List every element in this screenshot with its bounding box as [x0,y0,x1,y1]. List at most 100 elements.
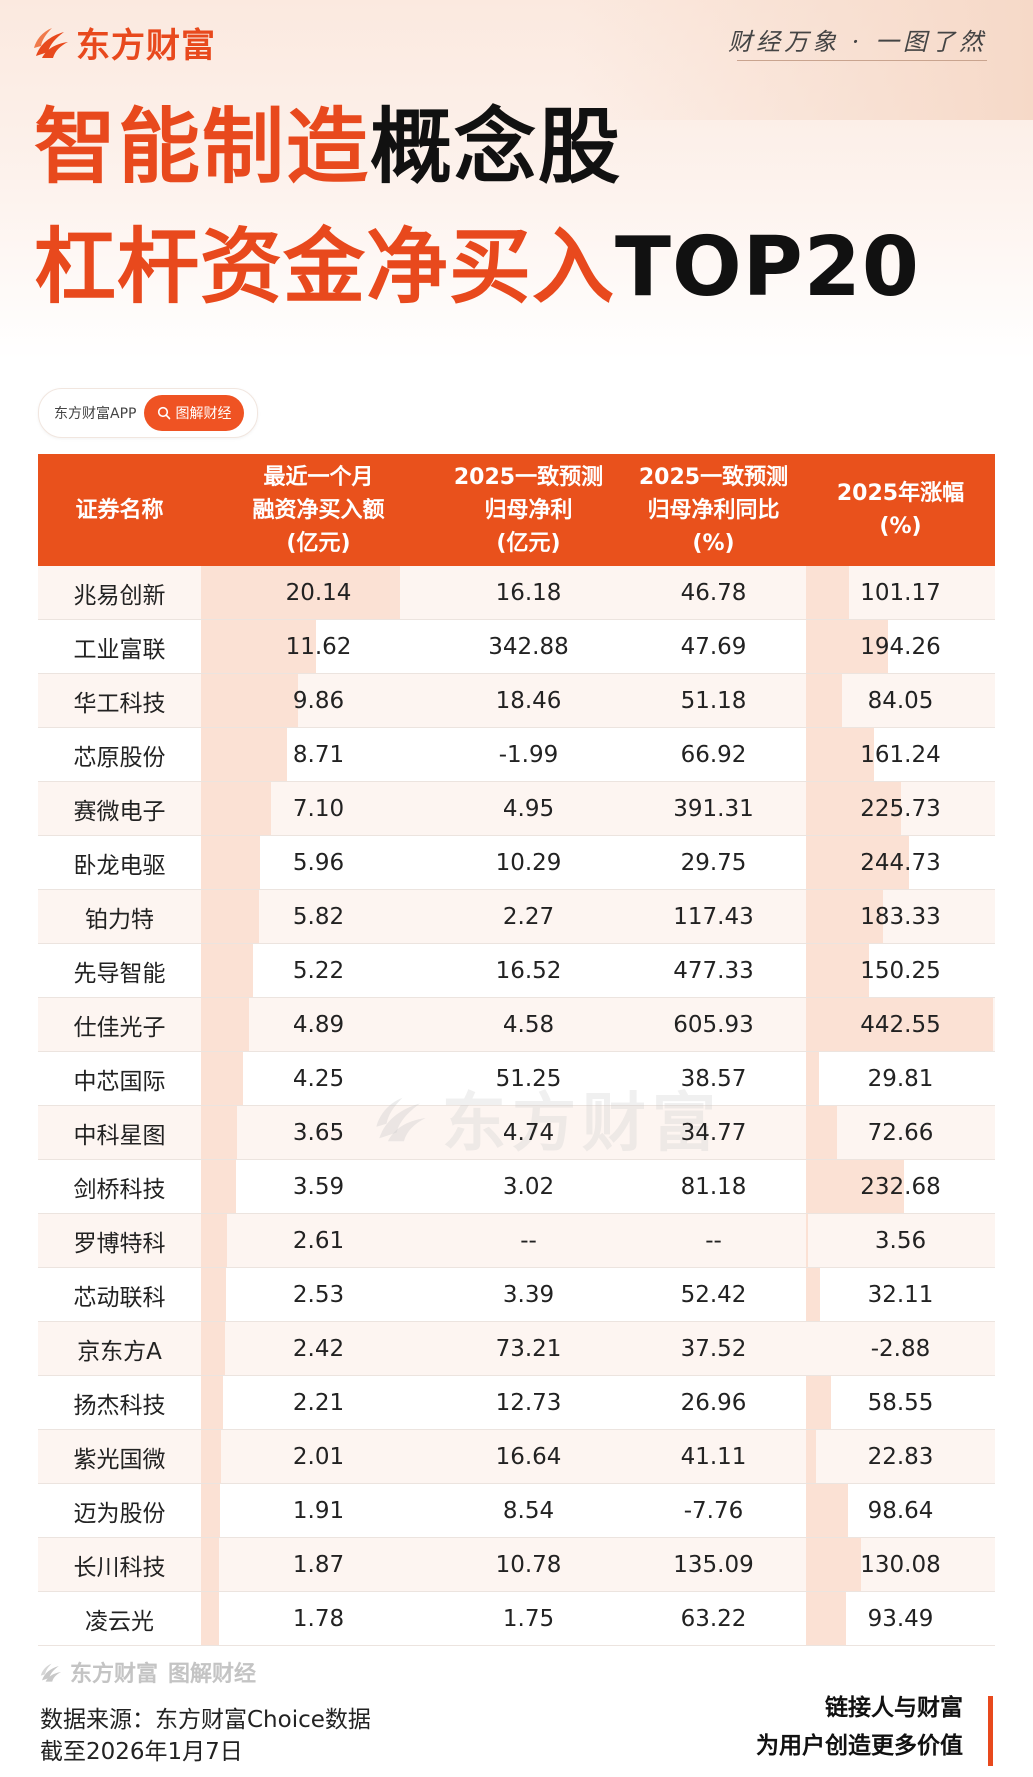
cell-gain-value: 98.64 [867,1497,934,1524]
cell-profit-value: 73.21 [495,1335,562,1362]
cell-gain-value: 244.73 [860,849,941,876]
cell-name: 迈为股份 [38,1484,201,1537]
cell-name: 罗博特科 [38,1214,201,1267]
cell-name-value: 扬杰科技 [73,1392,166,1419]
cell-yoy: 135.09 [621,1538,806,1591]
cell-profit-value: 8.54 [502,1497,555,1524]
cell-name: 卧龙电驱 [38,836,201,889]
cell-profit: 73.21 [436,1322,621,1375]
cell-profit: 10.29 [436,836,621,889]
cell-name: 扬杰科技 [38,1376,201,1429]
source-line: 数据来源：东方财富Choice数据 [40,1707,371,1733]
table-row: 仕佳光子 4.89 4.58 605.93 442.55 [38,998,995,1052]
gain-bar [806,1106,837,1159]
app-badge[interactable]: 东方财富APP 图解财经 [38,388,258,438]
cell-gain: 150.25 [806,944,995,997]
cell-yoy: -7.76 [621,1484,806,1537]
brand-slogan: 财经万象 · 一图了然 [728,28,987,56]
cell-profit: 4.95 [436,782,621,835]
cell-profit: 16.64 [436,1430,621,1483]
cell-profit-value: -1.99 [498,741,559,768]
cell-name: 中科星图 [38,1106,201,1159]
gain-bar [806,728,875,781]
cell-profit: -- [436,1214,621,1267]
gain-bar [806,1484,848,1537]
cell-profit-value: 10.78 [495,1551,562,1578]
cell-yoy: 38.57 [621,1052,806,1105]
table-row: 兆易创新 20.14 16.18 46.78 101.17 [38,566,995,620]
cell-net-buy-value: 4.25 [292,1065,345,1092]
cell-gain-value: -2.88 [870,1335,931,1362]
cell-yoy: 26.96 [621,1376,806,1429]
cell-profit-value: 51.25 [495,1065,562,1092]
header-cell-name: 证券名称 [38,454,201,566]
cell-gain-value: 442.55 [860,1011,941,1038]
table-row: 紫光国微 2.01 16.64 41.11 22.83 [38,1430,995,1484]
title-line2-black: TOP20 [615,220,920,315]
cell-gain-value: 161.24 [860,741,941,768]
cell-gain-value: 22.83 [867,1443,934,1470]
cell-net-buy-value: 2.42 [292,1335,345,1362]
cell-name-value: 先导智能 [73,960,166,987]
cell-yoy: 41.11 [621,1430,806,1483]
cell-net-buy-value: 8.71 [292,741,345,768]
header-label-name: 证券名称 [75,497,164,523]
cell-yoy: -- [621,1214,806,1267]
gain-bar [806,1160,905,1213]
cell-name: 紫光国微 [38,1430,201,1483]
net-buy-bar [201,1322,225,1375]
cell-net-buy: 2.53 [201,1268,436,1321]
title-line2-orange: 杠杆资金净买入 [34,220,616,315]
cell-name: 剑桥科技 [38,1160,201,1213]
cell-name: 京东方A [38,1322,201,1375]
tagline-line1: 链接人与财富 [825,1695,963,1721]
net-buy-bar [201,620,316,673]
table-row: 长川科技 1.87 10.78 135.09 130.08 [38,1538,995,1592]
tagline-accent-bar [988,1696,993,1766]
cell-gain: 225.73 [806,782,995,835]
cell-net-buy: 2.21 [201,1376,436,1429]
page-title-line1: 智能制造概念股 [34,100,622,196]
cell-yoy: 81.18 [621,1160,806,1213]
cell-name: 芯动联科 [38,1268,201,1321]
data-table: 证券名称 最近一个月 融资净买入额 (亿元) 2025一致预测 归母净利 (亿元… [38,454,995,1646]
cell-name-value: 长川科技 [73,1554,166,1581]
cell-gain: 3.56 [806,1214,995,1267]
cell-yoy-value: 391.31 [673,795,754,822]
gain-bar [806,1376,831,1429]
cell-name-value: 迈为股份 [73,1500,166,1527]
cell-gain-value: 93.49 [867,1605,934,1632]
cell-net-buy-value: 5.22 [292,957,345,984]
cell-yoy-value: -- [705,1227,722,1254]
header-cell-profit: 2025一致预测 归母净利 (亿元) [436,454,621,566]
gain-bar [806,890,884,943]
cell-yoy: 29.75 [621,836,806,889]
cell-name-value: 赛微电子 [73,798,166,825]
cell-name: 先导智能 [38,944,201,997]
header-cell-yoy: 2025一致预测 归母净利同比 (%) [621,454,806,566]
net-buy-bar [201,1106,238,1159]
cell-profit-value: 12.73 [495,1389,562,1416]
gain-bar [806,620,889,673]
net-buy-bar [201,1268,226,1321]
cell-gain: 98.64 [806,1484,995,1537]
cell-profit: 2.27 [436,890,621,943]
cell-net-buy: 5.96 [201,836,436,889]
cell-name-value: 中芯国际 [73,1068,166,1095]
cell-gain: 84.05 [806,674,995,727]
gain-bar [806,566,849,619]
table-row: 赛微电子 7.10 4.95 391.31 225.73 [38,782,995,836]
cell-net-buy-value: 7.10 [292,795,345,822]
cell-name-value: 卧龙电驱 [73,852,166,879]
net-buy-bar [201,1160,237,1213]
search-chip[interactable]: 图解财经 [144,395,245,431]
header-label-yoy: 2025一致预测 归母净利同比 (%) [638,464,789,556]
cell-net-buy: 8.71 [201,728,436,781]
cell-yoy-value: 47.69 [680,633,747,660]
cell-net-buy-value: 4.89 [292,1011,345,1038]
cell-name-value: 仕佳光子 [73,1014,166,1041]
cell-gain: 29.81 [806,1052,995,1105]
cell-name: 兆易创新 [38,566,201,619]
cell-yoy-value: 52.42 [680,1281,747,1308]
footer-logo-text: 东方财富 [70,1662,159,1687]
